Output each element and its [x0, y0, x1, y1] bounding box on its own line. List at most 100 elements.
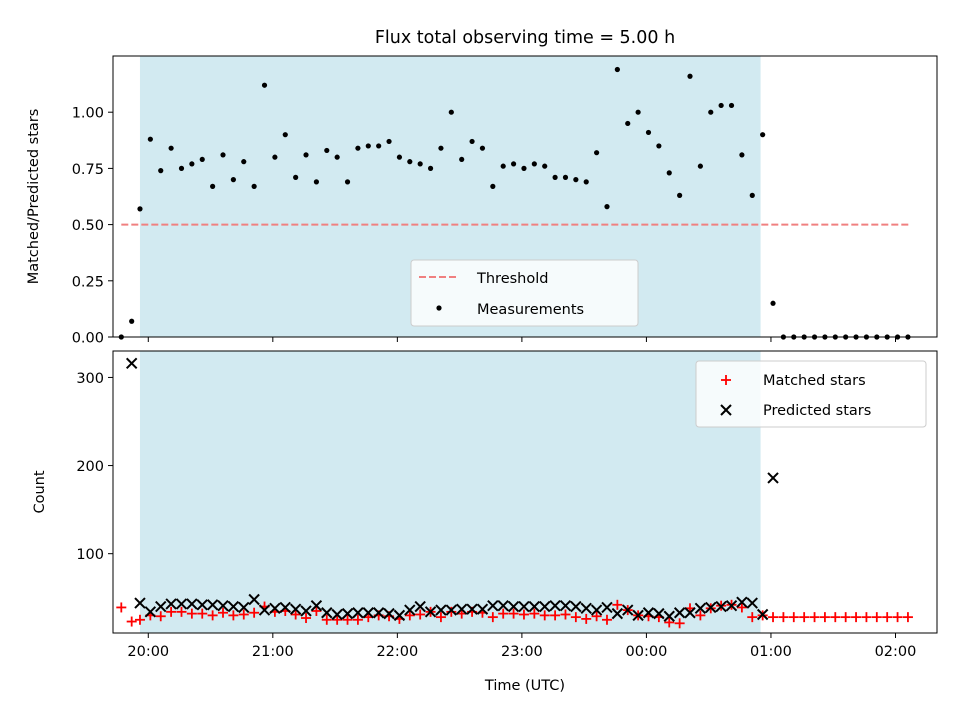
measurement-point: [614, 66, 620, 73]
predicted-star-point: [424, 606, 437, 618]
measurement-point: [604, 204, 610, 210]
matched-star-point: [851, 612, 862, 623]
matched-star-point: [747, 612, 758, 623]
predicted-star-point: [622, 604, 634, 616]
measurement-point: [749, 192, 755, 198]
predicted-star-point: [341, 607, 354, 620]
predicted-star-point: [404, 604, 416, 616]
measurement-point: [739, 152, 745, 158]
bottom-y-axis-label: Count: [32, 470, 48, 513]
x-tick-label: 20:00: [127, 644, 169, 660]
predicted-star-point: [580, 602, 592, 615]
matched-star-point: [249, 607, 260, 618]
matched-star-point: [197, 608, 208, 619]
chart-title: Flux total observing time = 5.00 h: [375, 28, 675, 48]
measurement-point: [438, 145, 444, 151]
predicted-star-point: [445, 604, 458, 616]
predicted-star-point: [518, 600, 530, 613]
predicted-star-point: [125, 357, 138, 370]
matched-star-point: [311, 605, 322, 616]
predicted-star-point: [570, 600, 582, 613]
predicted-star-point: [175, 598, 188, 610]
legend-threshold-label: Threshold: [476, 271, 548, 287]
measurement-point: [542, 163, 548, 169]
matched-star-point: [126, 616, 137, 627]
predicted-star-point: [601, 601, 613, 614]
top-plot-frame: [112, 55, 938, 338]
predicted-star-point: [258, 604, 271, 616]
measurement-point: [718, 102, 724, 109]
predicted-star-point: [715, 600, 727, 613]
legend-matched-label: Matched stars: [763, 373, 866, 389]
predicted-star-point: [476, 603, 489, 615]
matched-star-point: [155, 611, 166, 622]
predicted-star-point: [331, 608, 343, 621]
matched-star-point: [498, 608, 509, 619]
matched-star-point: [228, 610, 239, 621]
predicted-star-point: [186, 598, 198, 610]
measurement-point: [386, 138, 392, 145]
x-tick-label: 02:00: [875, 644, 917, 660]
predicted-star-point: [196, 599, 208, 611]
matched-star-point: [404, 610, 415, 621]
measurement-point: [396, 154, 403, 160]
measurement-point: [708, 109, 714, 115]
matched-star-point: [134, 614, 145, 625]
measurement-point: [552, 174, 558, 180]
measurement-point: [656, 143, 662, 149]
predicted-star-point: [372, 607, 385, 619]
matched-star-point: [218, 607, 229, 618]
predicted-star-point: [217, 599, 229, 612]
predicted-star-point: [310, 599, 323, 612]
measurement-point: [573, 177, 579, 183]
measurement-point: [594, 150, 600, 156]
measurement-point: [282, 132, 288, 138]
predicted-star-point: [684, 607, 696, 619]
matched-star-point: [415, 609, 426, 620]
matched-star-point: [166, 606, 177, 617]
measurement-point: [365, 143, 371, 149]
matched-star-point: [601, 614, 612, 625]
matched-star-point: [695, 610, 706, 621]
y-tick-label: 0.50: [72, 218, 104, 234]
measurement-point: [479, 145, 486, 151]
matched-star-point: [186, 608, 197, 619]
x-axis-label: Time (UTC): [484, 678, 565, 694]
matched-star-point: [788, 612, 799, 623]
matched-star-point: [809, 612, 820, 623]
matched-star-point: [778, 612, 789, 623]
measurement-point: [376, 143, 382, 149]
x-tick-label: 01:00: [750, 644, 792, 660]
top-panel: 0.00 0.25 0.50 0.75 1.00 Matched/Predicted s…: [26, 55, 938, 347]
predicted-star-point: [487, 599, 499, 612]
predicted-star-point: [663, 610, 675, 622]
predicted-star-point: [269, 602, 281, 615]
measurement-point: [210, 183, 216, 189]
matched-star-point: [435, 612, 446, 623]
x-tick-label: 23:00: [501, 644, 543, 660]
matched-star-point: [332, 614, 343, 625]
matched-star-point: [892, 612, 903, 623]
measurement-point: [687, 73, 693, 79]
measurement-point: [469, 138, 475, 145]
predicted-star-point: [528, 600, 541, 613]
matched-star-point: [768, 612, 779, 623]
measurement-point: [521, 165, 527, 171]
predicted-star-point: [746, 597, 758, 609]
measurement-point: [625, 120, 631, 127]
legend-matched-marker: [721, 375, 731, 385]
legend-predicted-swatch: [720, 404, 732, 416]
measurement-point: [272, 154, 278, 160]
matched-star-point: [570, 612, 581, 623]
predicted-star-point: [279, 601, 291, 614]
measurement-point: [220, 152, 226, 158]
measurement-point: [407, 159, 413, 165]
legend-predicted-marker: [720, 404, 732, 416]
matched-star-point: [238, 609, 249, 620]
matched-star-point: [321, 614, 332, 625]
legend-measurements-swatch: [436, 305, 442, 311]
predicted-star-point: [248, 593, 260, 606]
y-tick-label: 1.00: [72, 106, 104, 122]
measurement-point: [583, 179, 589, 185]
bottom-panel: 100 200 300 20:00 21:00 22:00 23:00 00:00 01:00…: [32, 350, 938, 694]
